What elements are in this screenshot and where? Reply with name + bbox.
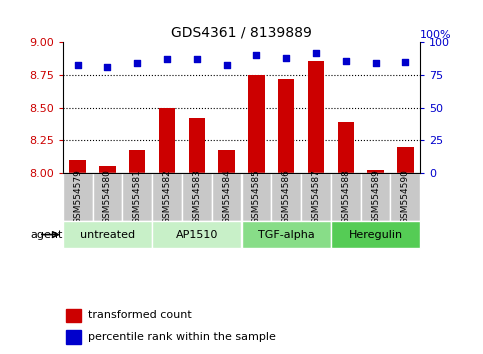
- Point: [342, 58, 350, 63]
- Text: untreated: untreated: [80, 230, 135, 240]
- Bar: [129, 150, 145, 173]
- Bar: [159, 108, 175, 173]
- Point: [282, 55, 290, 61]
- Text: GSM554582: GSM554582: [163, 170, 171, 224]
- Bar: [331, 173, 361, 221]
- Text: agent: agent: [30, 230, 63, 240]
- Text: GSM554589: GSM554589: [371, 170, 380, 224]
- Text: GSM554586: GSM554586: [282, 170, 291, 224]
- Point: [372, 61, 380, 66]
- Point: [312, 50, 320, 56]
- Bar: [242, 173, 271, 221]
- Text: GSM554590: GSM554590: [401, 170, 410, 224]
- Bar: [278, 79, 294, 173]
- Point: [253, 53, 260, 58]
- Title: GDS4361 / 8139889: GDS4361 / 8139889: [171, 26, 312, 40]
- Bar: [301, 173, 331, 221]
- Point: [104, 64, 112, 70]
- Bar: [390, 173, 420, 221]
- Text: Heregulin: Heregulin: [348, 230, 403, 240]
- Bar: [212, 173, 242, 221]
- Text: AP1510: AP1510: [176, 230, 218, 240]
- Text: GSM554579: GSM554579: [73, 170, 82, 224]
- Point: [74, 62, 82, 67]
- Text: GSM554585: GSM554585: [252, 170, 261, 224]
- Bar: [242, 221, 331, 248]
- Bar: [338, 122, 354, 173]
- Bar: [63, 173, 93, 221]
- Bar: [93, 173, 122, 221]
- Bar: [397, 147, 413, 173]
- Bar: [66, 330, 81, 343]
- Bar: [182, 173, 212, 221]
- Bar: [66, 309, 81, 322]
- Text: transformed count: transformed count: [88, 310, 192, 320]
- Bar: [122, 173, 152, 221]
- Bar: [152, 221, 242, 248]
- Bar: [308, 61, 324, 173]
- Text: percentile rank within the sample: percentile rank within the sample: [88, 332, 276, 342]
- Bar: [152, 173, 182, 221]
- Bar: [361, 173, 390, 221]
- Text: GSM554588: GSM554588: [341, 170, 350, 224]
- Text: GSM554584: GSM554584: [222, 170, 231, 224]
- Bar: [331, 221, 420, 248]
- Text: GSM554587: GSM554587: [312, 170, 320, 224]
- Text: GSM554583: GSM554583: [192, 170, 201, 224]
- Point: [193, 57, 201, 62]
- Text: GSM554580: GSM554580: [103, 170, 112, 224]
- Point: [133, 61, 141, 66]
- Bar: [70, 160, 86, 173]
- Bar: [218, 150, 235, 173]
- Bar: [63, 221, 152, 248]
- Bar: [248, 75, 265, 173]
- Bar: [368, 170, 384, 173]
- Point: [223, 62, 230, 67]
- Bar: [99, 166, 115, 173]
- Point: [401, 59, 409, 65]
- Bar: [271, 173, 301, 221]
- Text: TGF-alpha: TGF-alpha: [258, 230, 314, 240]
- Bar: [189, 118, 205, 173]
- Text: 100%: 100%: [420, 30, 452, 40]
- Text: GSM554581: GSM554581: [133, 170, 142, 224]
- Point: [163, 57, 171, 62]
